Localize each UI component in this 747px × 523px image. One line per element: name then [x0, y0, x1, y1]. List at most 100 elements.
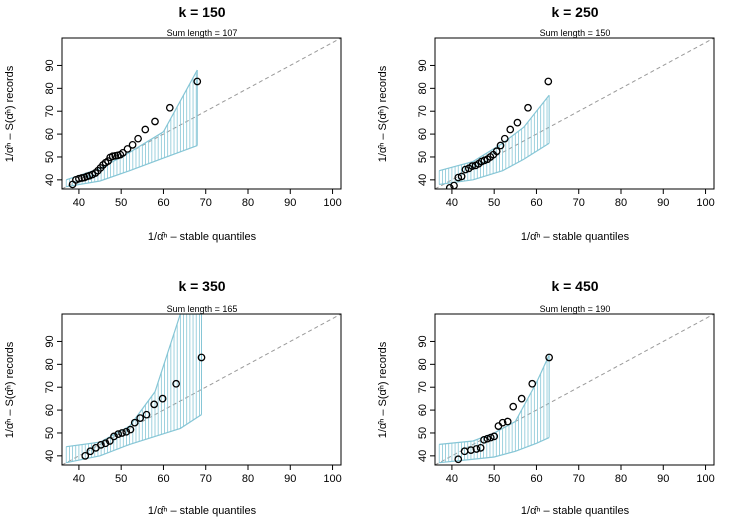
data-point [509, 402, 518, 411]
x-axis-label: 1/α̂ⁿ – stable quantiles [521, 231, 630, 243]
x-tick-label: 100 [696, 197, 714, 209]
x-tick-label: 100 [323, 197, 341, 209]
x-tick-label: 70 [200, 197, 212, 209]
data-point [545, 353, 553, 362]
data-point [86, 447, 95, 456]
x-tick-label: 90 [284, 473, 296, 485]
y-tick-label: 80 [44, 358, 56, 370]
x-tick-label: 100 [696, 473, 714, 485]
data-point [123, 145, 132, 153]
y-tick-label: 90 [417, 335, 429, 347]
x-tick-label: 60 [157, 197, 169, 209]
data-point [126, 425, 135, 434]
plot-area: 40 50 60 70 80 90 100 40 50 60 70 80 90 [417, 313, 715, 485]
data-point [476, 443, 485, 452]
y-tick-label: 60 [44, 128, 56, 140]
y-tick-label: 50 [417, 151, 429, 163]
data-point [193, 77, 202, 86]
y-tick-label: 80 [417, 82, 429, 94]
data-point [496, 141, 505, 150]
x-tick-label: 50 [488, 197, 500, 209]
x-tick-label: 40 [446, 197, 458, 209]
data-point [151, 117, 159, 126]
data-point [503, 417, 512, 426]
x-tick-label: 80 [242, 197, 254, 209]
data-point [461, 165, 470, 174]
y-tick-label: 70 [417, 105, 429, 117]
x-tick-label: 60 [530, 197, 542, 209]
y-tick-label: 90 [44, 59, 56, 71]
reference-diagonal [62, 314, 341, 465]
plot-frame [434, 37, 715, 190]
x-tick-label: 70 [573, 473, 585, 485]
y-tick-label: 80 [44, 82, 56, 94]
data-point [130, 418, 139, 427]
plot-frame [61, 37, 342, 190]
panel-subtitle: Sum length = 190 [540, 304, 611, 314]
data-point [150, 400, 159, 409]
band-lower-line [66, 144, 198, 188]
data-point [105, 437, 114, 445]
band-upper-line [439, 94, 550, 172]
data-point [467, 446, 475, 454]
band-upper-line [66, 69, 198, 181]
x-axis-label: 1/α̂ⁿ – stable quantiles [148, 231, 257, 243]
data-point [454, 455, 463, 464]
data-point [506, 125, 515, 134]
plot-content [62, 38, 341, 189]
x-tick-label: 40 [446, 473, 458, 485]
plot-frame [61, 313, 342, 466]
y-tick-label: 90 [417, 59, 429, 71]
y-tick-label: 70 [44, 381, 56, 393]
y-tick-label: 80 [417, 358, 429, 370]
y-axis-label: 1/α̂ⁿ – S(α̂ⁿ) records [377, 341, 389, 438]
y-tick-label: 40 [417, 174, 429, 186]
plot-area: 40 50 60 70 80 90 100 40 50 60 70 80 90 [44, 313, 342, 485]
y-tick-label: 70 [417, 381, 429, 393]
data-point [136, 414, 145, 422]
data-point [524, 103, 532, 112]
data-point [528, 379, 537, 388]
x-tick-label: 60 [530, 473, 542, 485]
data-point [165, 103, 174, 112]
x-tick-label: 80 [615, 473, 627, 485]
band-upper-line [439, 354, 550, 446]
plot-content [435, 38, 714, 189]
data-point [490, 432, 499, 441]
x-tick-label: 50 [488, 473, 500, 485]
panel-k350: k = 350 Sum length = 165 40 50 60 70 80 90 100… [4, 278, 342, 517]
data-point [492, 147, 501, 156]
y-tick-label: 70 [44, 105, 56, 117]
data-point [119, 149, 127, 157]
y-tick-label: 50 [44, 427, 56, 439]
data-point [544, 77, 553, 86]
plot-content [435, 314, 714, 465]
x-tick-label: 70 [573, 197, 585, 209]
data-point [141, 125, 150, 134]
band-upper-line [66, 314, 202, 448]
data-point [158, 394, 167, 403]
panel-subtitle: Sum length = 150 [540, 28, 611, 38]
data-point [486, 433, 495, 442]
x-axis-label: 1/α̂ⁿ – stable quantiles [521, 505, 630, 517]
data-point [517, 394, 526, 403]
y-tick-label: 60 [417, 404, 429, 416]
x-axis-label: 1/α̂ⁿ – stable quantiles [148, 505, 257, 517]
data-point [118, 429, 126, 437]
x-tick-label: 50 [115, 197, 127, 209]
panel-title: k = 250 [551, 4, 598, 20]
data-point [513, 118, 522, 127]
y-tick-label: 60 [44, 404, 56, 416]
data-point [134, 134, 142, 143]
y-axis-label: 1/α̂ⁿ – S(α̂ⁿ) records [377, 65, 389, 162]
plot-frame [434, 313, 715, 466]
panel-subtitle: Sum length = 165 [167, 304, 238, 314]
data-point [494, 422, 503, 430]
data-point [110, 432, 118, 441]
y-axis-label: 1/α̂ⁿ – S(α̂ⁿ) records [4, 65, 16, 162]
data-point [472, 445, 481, 453]
x-tick-label: 80 [242, 473, 254, 485]
band-lower-line [439, 436, 550, 464]
y-tick-label: 40 [44, 174, 56, 186]
